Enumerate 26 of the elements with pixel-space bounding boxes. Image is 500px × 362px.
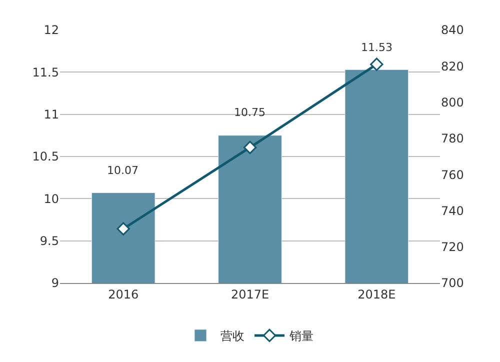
- data-label: 10.75: [234, 106, 266, 119]
- data-label: 11.53: [361, 41, 392, 54]
- y2-tick-label: 740: [441, 204, 464, 218]
- point: [116, 222, 130, 236]
- legend-label: 销量: [288, 329, 314, 344]
- y2-tick-label: 780: [441, 132, 464, 146]
- y2-tick-label: 720: [441, 240, 464, 254]
- x-tick-label: 2017E: [230, 287, 270, 302]
- y2-tick-label: 700: [441, 276, 464, 290]
- data-label: 10.07: [107, 164, 138, 177]
- y-tick-label: 11.5: [32, 65, 59, 80]
- point: [370, 58, 384, 71]
- y2-tick-label: 820: [441, 59, 464, 74]
- y-tick-label: 12: [44, 23, 59, 38]
- y2-tick-label: 840: [441, 23, 464, 38]
- y-tick-label: 10: [44, 192, 59, 206]
- y2-tick-label: 800: [441, 95, 464, 110]
- y-tick-label: 9: [51, 276, 59, 290]
- y-tick-label: 11: [44, 108, 59, 122]
- y-tick-label: 9.5: [40, 234, 59, 248]
- y-tick-label: 10.5: [32, 150, 59, 164]
- point: [243, 140, 257, 154]
- x-tick-label: 2018E: [358, 287, 396, 302]
- legend-label: 营收: [220, 329, 244, 344]
- y2-tick-label: 760: [441, 168, 464, 182]
- x-tick-label: 2016: [108, 287, 139, 302]
